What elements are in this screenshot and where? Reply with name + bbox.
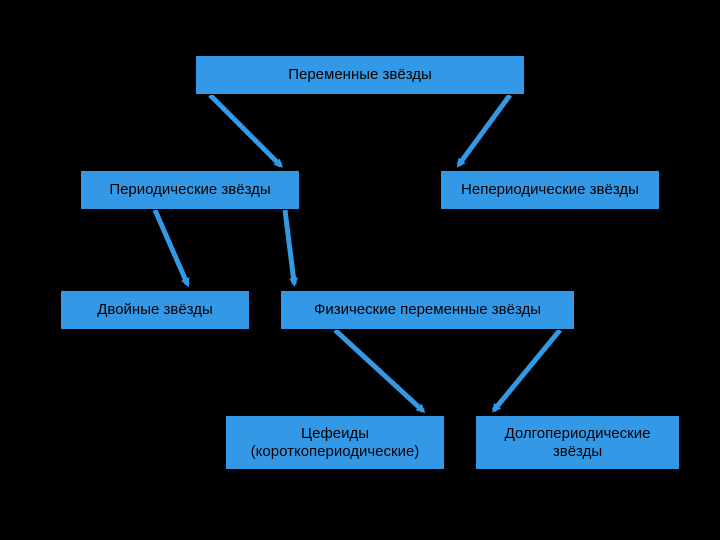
node-physvar: Физические переменные звёзды [280,290,575,330]
node-label: Долгопериодическиезвёзды [505,425,651,461]
node-label: Цефеиды(короткопериодические) [251,425,420,461]
node-periodic: Периодические звёзды [80,170,300,210]
node-cepheid: Цефеиды(короткопериодические) [225,415,445,470]
node-nonper: Непериодические звёзды [440,170,660,210]
node-label: Непериодические звёзды [461,181,639,199]
node-label: Периодические звёзды [109,181,270,199]
node-label: Физические переменные звёзды [314,301,541,319]
node-label: Переменные звёзды [288,66,432,84]
node-longper: Долгопериодическиезвёзды [475,415,680,470]
node-root: Переменные звёзды [195,55,525,95]
node-binary: Двойные звёзды [60,290,250,330]
node-label: Двойные звёзды [97,301,213,319]
